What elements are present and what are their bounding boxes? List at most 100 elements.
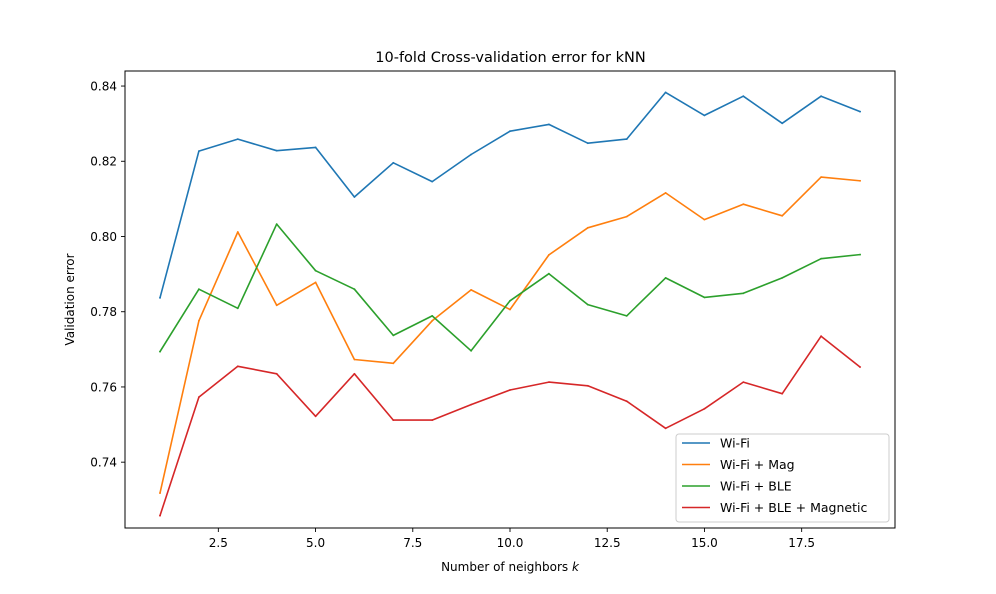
data-point-1-1 [198, 319, 200, 322]
x-tick-label-1: 5.0 [306, 536, 325, 550]
data-point-0-0 [159, 296, 161, 299]
data-point-2-18 [859, 253, 861, 256]
data-point-2-3 [275, 223, 278, 226]
legend-label-1: Wi-Fi + Mag [720, 457, 795, 472]
data-point-2-7 [431, 315, 434, 317]
legend-label-2: Wi-Fi + BLE [720, 479, 792, 494]
data-point-0-13 [664, 91, 667, 94]
data-point-3-18 [859, 366, 861, 368]
x-tick-label-0: 2.5 [209, 536, 228, 550]
data-point-3-16 [781, 392, 784, 395]
data-point-0-18 [859, 110, 861, 113]
y-axis: 0.74 0.76 0.78 0.80 0.82 0.84 [90, 79, 125, 469]
y-tick-label-4: 0.82 [90, 155, 117, 169]
data-point-1-11 [586, 226, 589, 229]
data-point-1-8 [470, 289, 472, 291]
data-point-1-18 [859, 179, 861, 182]
data-point-3-8 [470, 403, 472, 406]
data-point-1-13 [664, 192, 667, 194]
legend-label-0: Wi-Fi [720, 436, 750, 451]
data-point-1-4 [314, 281, 317, 284]
data-point-2-1 [198, 288, 200, 291]
x-tick-label-3: 10.0 [497, 536, 524, 550]
data-point-0-12 [625, 138, 628, 141]
data-point-0-9 [509, 130, 511, 133]
data-point-2-0 [159, 350, 161, 353]
x-axis-label-variable: k [572, 560, 580, 574]
data-point-0-1 [198, 150, 200, 153]
data-point-0-15 [742, 95, 745, 98]
data-point-1-2 [236, 231, 239, 233]
data-point-0-11 [586, 142, 589, 145]
data-point-2-6 [392, 334, 395, 337]
data-point-0-7 [431, 180, 434, 183]
data-point-1-17 [820, 176, 822, 179]
data-point-2-17 [820, 257, 822, 260]
data-point-3-1 [198, 396, 200, 398]
data-point-1-14 [703, 218, 706, 221]
y-tick-label-5: 0.84 [90, 79, 117, 93]
data-point-0-17 [820, 95, 822, 98]
data-point-3-14 [703, 407, 706, 410]
data-point-3-5 [353, 372, 356, 375]
data-point-3-2 [236, 365, 239, 368]
data-point-2-2 [236, 307, 239, 310]
x-tick-label-6: 17.5 [788, 536, 815, 550]
y-tick-label-0: 0.74 [90, 455, 117, 469]
data-point-0-8 [470, 153, 472, 156]
x-tick-label-5: 15.0 [691, 536, 718, 550]
data-point-3-0 [159, 514, 161, 517]
data-point-3-15 [742, 381, 745, 383]
data-point-0-4 [314, 146, 317, 149]
x-axis-label: Number of neighbors k [441, 560, 580, 574]
data-point-2-12 [625, 315, 628, 317]
data-point-0-6 [392, 161, 395, 164]
x-tick-label-2: 7.5 [403, 536, 422, 550]
data-point-2-13 [664, 277, 667, 279]
data-point-2-10 [548, 272, 550, 275]
data-point-3-12 [625, 400, 628, 403]
data-point-2-11 [586, 303, 589, 306]
y-tick-label-2: 0.78 [90, 305, 117, 319]
legend-box [675, 433, 890, 523]
data-point-3-11 [586, 384, 589, 387]
data-point-3-6 [392, 419, 395, 421]
y-tick-label-1: 0.76 [90, 380, 117, 394]
data-point-0-10 [548, 123, 550, 126]
data-point-1-10 [548, 254, 550, 256]
data-point-2-14 [703, 296, 706, 299]
x-axis: 2.5 5.0 7.5 10.0 12.5 15.0 17.5 [209, 528, 815, 550]
data-point-1-0 [159, 492, 161, 494]
data-point-3-3 [275, 372, 278, 375]
data-point-0-2 [236, 138, 239, 141]
data-point-2-4 [314, 269, 317, 272]
y-axis-label: Validation error [63, 253, 77, 345]
data-point-3-10 [548, 381, 550, 383]
data-point-3-9 [509, 389, 511, 391]
y-tick-label-3: 0.80 [90, 230, 117, 244]
data-point-3-7 [431, 419, 434, 421]
legend: Wi-Fi Wi-Fi + Mag Wi-Fi + BLE Wi-Fi + BLE +… [675, 433, 890, 523]
data-point-0-3 [275, 149, 278, 152]
data-point-3-13 [664, 427, 667, 430]
data-point-3-17 [820, 335, 822, 338]
data-point-1-7 [431, 319, 434, 322]
x-axis-label-text: Number of neighbors [441, 560, 568, 574]
data-point-1-6 [392, 362, 395, 365]
data-point-2-16 [781, 277, 784, 279]
x-tick-label-4: 12.5 [594, 536, 621, 550]
data-point-2-15 [742, 292, 745, 295]
chart-title: 10-fold Cross-validation error for kNN [375, 50, 645, 66]
data-point-1-5 [353, 358, 356, 361]
data-point-1-9 [509, 308, 511, 311]
series-layer [158, 91, 862, 517]
data-point-2-9 [509, 299, 511, 302]
data-point-1-12 [625, 215, 628, 218]
data-point-2-8 [470, 349, 472, 352]
data-point-3-4 [314, 415, 317, 418]
data-point-1-3 [275, 304, 278, 307]
data-point-2-5 [353, 288, 356, 291]
legend-label-3: Wi-Fi + BLE + Magnetic [720, 500, 867, 515]
data-point-0-14 [703, 114, 706, 117]
